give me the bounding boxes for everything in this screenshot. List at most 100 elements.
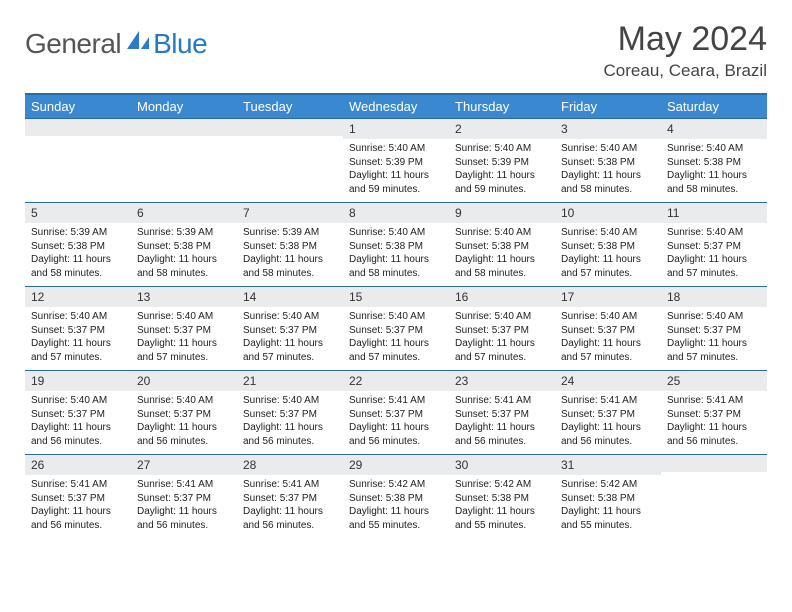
sunset-line: Sunset: 5:37 PM xyxy=(31,325,105,336)
day-number: 19 xyxy=(25,370,131,391)
calendar-cell xyxy=(25,118,131,202)
day-content: Sunrise: 5:40 AM Sunset: 5:37 PM Daylight:… xyxy=(25,391,131,452)
day-content: Sunrise: 5:42 AMSunset: 5:38 PMDaylight:… xyxy=(343,475,449,536)
logo: General Blue xyxy=(25,28,207,60)
day-number-empty xyxy=(25,118,131,136)
daylight-line: Daylight: 11 hours and 57 minutes. xyxy=(137,338,217,363)
sunset-line: Sunset: 5:37 PM xyxy=(667,325,741,336)
sunset-line: Sunset: 5:38 PM xyxy=(137,241,211,252)
day-header: Monday xyxy=(131,94,237,118)
sunset-line: Sunset: 5:37 PM xyxy=(349,409,423,420)
day-content: Sunrise: 5:40 AMSunset: 5:37 PMDaylight:… xyxy=(661,307,767,368)
day-header: Friday xyxy=(555,94,661,118)
calendar-header-row: SundayMondayTuesdayWednesdayThursdayFrid… xyxy=(25,94,767,118)
logo-text-1: General xyxy=(25,28,121,60)
calendar-cell: 13Sunrise: 5:40 AMSunset: 5:37 PMDayligh… xyxy=(131,286,237,370)
day-number: 24 xyxy=(555,370,661,391)
day-number-empty xyxy=(131,118,237,136)
day-number: 26 xyxy=(25,454,131,475)
daylight-line: Daylight: 11 hours and 57 minutes. xyxy=(243,338,323,363)
daylight-line: Daylight: 11 hours and 56 minutes. xyxy=(31,422,111,447)
day-content: Sunrise: 5:40 AMSunset: 5:38 PMDaylight:… xyxy=(661,139,767,200)
day-content-empty xyxy=(131,136,237,196)
daylight-line: Daylight: 11 hours and 56 minutes. xyxy=(243,506,323,531)
sunrise-line: Sunrise: 5:41 AM xyxy=(243,479,319,490)
sunrise-line: Sunrise: 5:40 AM xyxy=(667,311,743,322)
sunset-line: Sunset: 5:38 PM xyxy=(349,241,423,252)
day-number: 12 xyxy=(25,286,131,307)
sunset-line: Sunset: 5:38 PM xyxy=(31,241,105,252)
daylight-line: Daylight: 11 hours and 58 minutes. xyxy=(137,254,217,279)
daylight-line: Daylight: 11 hours and 57 minutes. xyxy=(667,254,747,279)
day-content: Sunrise: 5:41 AMSunset: 5:37 PMDaylight:… xyxy=(661,391,767,452)
day-number: 21 xyxy=(237,370,343,391)
day-content: Sunrise: 5:41 AMSunset: 5:37 PMDaylight:… xyxy=(25,475,131,536)
sunrise-line: Sunrise: 5:41 AM xyxy=(667,395,743,406)
day-content: Sunrise: 5:40 AMSunset: 5:37 PMDaylight:… xyxy=(25,307,131,368)
daylight-line: Daylight: 11 hours and 56 minutes. xyxy=(137,506,217,531)
sunrise-line: Sunrise: 5:41 AM xyxy=(137,479,213,490)
calendar-week-row: 5Sunrise: 5:39 AMSunset: 5:38 PMDaylight… xyxy=(25,202,767,286)
sunset-line: Sunset: 5:38 PM xyxy=(349,493,423,504)
day-content: Sunrise: 5:40 AMSunset: 5:37 PMDaylight:… xyxy=(555,307,661,368)
sunset-line: Sunset: 5:37 PM xyxy=(137,493,211,504)
calendar-cell: 9Sunrise: 5:40 AMSunset: 5:38 PMDaylight… xyxy=(449,202,555,286)
calendar-cell: 12Sunrise: 5:40 AMSunset: 5:37 PMDayligh… xyxy=(25,286,131,370)
sunrise-line: Sunrise: 5:40 AM xyxy=(349,143,425,154)
sunset-line: Sunset: 5:37 PM xyxy=(137,409,211,420)
calendar-cell: 7Sunrise: 5:39 AMSunset: 5:38 PMDaylight… xyxy=(237,202,343,286)
calendar-cell: 27Sunrise: 5:41 AMSunset: 5:37 PMDayligh… xyxy=(131,454,237,538)
calendar-cell: 29Sunrise: 5:42 AMSunset: 5:38 PMDayligh… xyxy=(343,454,449,538)
day-content: Sunrise: 5:40 AMSunset: 5:37 PMDaylight:… xyxy=(131,391,237,452)
day-header: Tuesday xyxy=(237,94,343,118)
calendar-cell: 21Sunrise: 5:40 AMSunset: 5:37 PMDayligh… xyxy=(237,370,343,454)
calendar-cell: 15Sunrise: 5:40 AMSunset: 5:37 PMDayligh… xyxy=(343,286,449,370)
calendar-cell: 11Sunrise: 5:40 AMSunset: 5:37 PMDayligh… xyxy=(661,202,767,286)
calendar-cell: 1Sunrise: 5:40 AMSunset: 5:39 PMDaylight… xyxy=(343,118,449,202)
daylight-line: Daylight: 11 hours and 58 minutes. xyxy=(561,170,641,195)
sunrise-line: Sunrise: 5:39 AM xyxy=(31,227,107,238)
day-number: 5 xyxy=(25,202,131,223)
day-content: Sunrise: 5:40 AMSunset: 5:38 PMDaylight:… xyxy=(555,223,661,284)
sunset-line: Sunset: 5:38 PM xyxy=(455,241,529,252)
day-content-empty xyxy=(25,136,131,196)
daylight-line: Daylight: 11 hours and 57 minutes. xyxy=(561,254,641,279)
sunset-line: Sunset: 5:37 PM xyxy=(31,409,105,420)
daylight-line: Daylight: 11 hours and 57 minutes. xyxy=(349,338,429,363)
daylight-line: Daylight: 11 hours and 55 minutes. xyxy=(455,506,535,531)
day-number: 18 xyxy=(661,286,767,307)
sunrise-line: Sunrise: 5:40 AM xyxy=(31,395,107,406)
sunset-line: Sunset: 5:37 PM xyxy=(31,493,105,504)
sunrise-line: Sunrise: 5:39 AM xyxy=(243,227,319,238)
day-number: 15 xyxy=(343,286,449,307)
calendar-cell: 4Sunrise: 5:40 AMSunset: 5:38 PMDaylight… xyxy=(661,118,767,202)
sunrise-line: Sunrise: 5:42 AM xyxy=(349,479,425,490)
day-number: 29 xyxy=(343,454,449,475)
daylight-line: Daylight: 11 hours and 56 minutes. xyxy=(561,422,641,447)
sunset-line: Sunset: 5:37 PM xyxy=(667,241,741,252)
day-number: 8 xyxy=(343,202,449,223)
sunset-line: Sunset: 5:39 PM xyxy=(455,157,529,168)
calendar-cell: 2Sunrise: 5:40 AMSunset: 5:39 PMDaylight… xyxy=(449,118,555,202)
day-number: 23 xyxy=(449,370,555,391)
calendar-cell xyxy=(661,454,767,538)
sunrise-line: Sunrise: 5:40 AM xyxy=(561,143,637,154)
sunset-line: Sunset: 5:38 PM xyxy=(561,493,635,504)
day-content: Sunrise: 5:40 AMSunset: 5:38 PMDaylight:… xyxy=(555,139,661,200)
day-content: Sunrise: 5:40 AMSunset: 5:37 PMDaylight:… xyxy=(237,391,343,452)
day-number: 31 xyxy=(555,454,661,475)
day-content: Sunrise: 5:39 AMSunset: 5:38 PMDaylight:… xyxy=(25,223,131,284)
day-content: Sunrise: 5:41 AMSunset: 5:37 PMDaylight:… xyxy=(555,391,661,452)
day-header: Wednesday xyxy=(343,94,449,118)
calendar-cell: 10Sunrise: 5:40 AMSunset: 5:38 PMDayligh… xyxy=(555,202,661,286)
day-number: 16 xyxy=(449,286,555,307)
sunrise-line: Sunrise: 5:40 AM xyxy=(349,227,425,238)
day-number: 20 xyxy=(131,370,237,391)
day-content: Sunrise: 5:39 AMSunset: 5:38 PMDaylight:… xyxy=(131,223,237,284)
day-content-empty xyxy=(661,472,767,532)
sunrise-line: Sunrise: 5:40 AM xyxy=(561,227,637,238)
daylight-line: Daylight: 11 hours and 59 minutes. xyxy=(349,170,429,195)
day-number: 14 xyxy=(237,286,343,307)
daylight-line: Daylight: 11 hours and 55 minutes. xyxy=(561,506,641,531)
day-content: Sunrise: 5:40 AMSunset: 5:37 PMDaylight:… xyxy=(661,223,767,284)
